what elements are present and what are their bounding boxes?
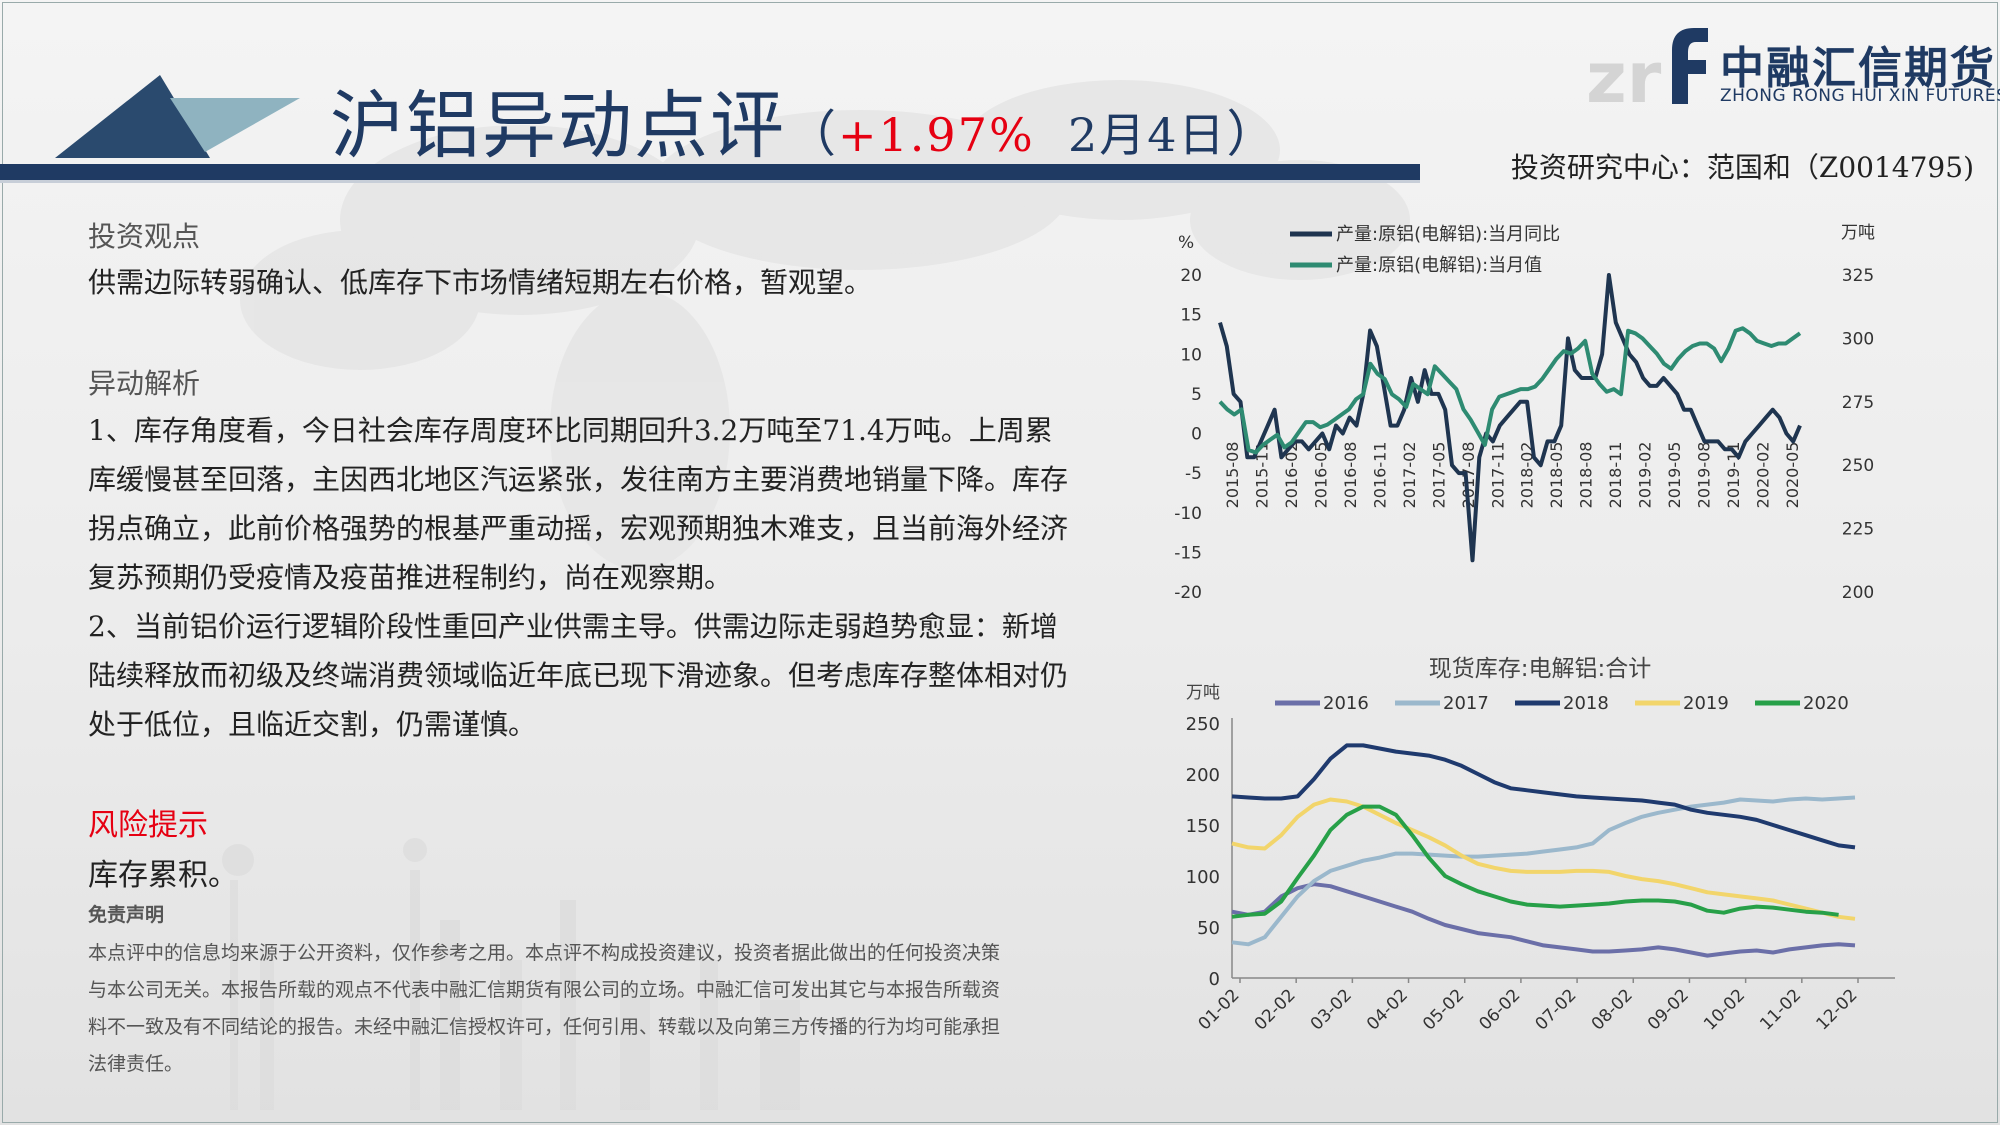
chart1-right-tick-label: 300 (1842, 329, 1874, 349)
chart2-x-tick-label: 09-02 (1644, 985, 1693, 1034)
chart1-series-line (1218, 326, 1802, 455)
chart1-right-unit: 万吨 (1841, 223, 1875, 243)
chart1-x-tick-label: 2018-05 (1547, 442, 1566, 509)
chart1-right-tick-label: 200 (1842, 583, 1874, 603)
chart2-series-line (1231, 797, 1856, 921)
chart1-x-tick-label: 2019-08 (1695, 442, 1714, 509)
header-bar (0, 164, 1420, 180)
chart2-y-tick-label: 200 (1186, 765, 1220, 786)
logo-chinese-name: 中融汇信期货 (1720, 43, 1996, 94)
header-bar-shadow (0, 180, 1420, 183)
chart1-series-line (1218, 273, 1802, 563)
chart1-x-tick-label: 2016-05 (1311, 442, 1330, 509)
title-close-paren: ） (1226, 105, 1279, 163)
analysis-heading: 异动解析 (88, 367, 201, 400)
title-date-text: 2月4日 (1067, 108, 1227, 162)
title-main: 沪铝异动点评 (330, 83, 786, 169)
chart1-right-tick-label: 325 (1842, 266, 1874, 286)
analysis-paragraph-2: 2、当前铝价运行逻辑阶段性重回产业供需主导。供需边际走弱趋势愈显：新增陆续释放而… (88, 610, 1069, 741)
chart2-legend-label: 2017 (1443, 693, 1489, 714)
chart1-x-tick-label: 2016-08 (1341, 442, 1360, 509)
chart2-series-line (1231, 804, 1839, 919)
risk-text: 库存累积。 (88, 858, 238, 893)
disclaimer-heading: 免责声明 (88, 904, 165, 926)
header-triangles (55, 75, 300, 158)
chart1-x-tick-label: 2018-02 (1518, 442, 1537, 509)
production-chart: % 万吨 -20 -15 -10 -5 0 5 10 15 20 200 225 250 275 300 325… (1174, 223, 1875, 603)
chart2-series-line (1231, 795, 1856, 947)
chart1-left-tick-label: 0 (1191, 425, 1202, 445)
chart1-left-tick-label: 15 (1180, 306, 1202, 326)
chart2-series-line (1231, 743, 1856, 850)
chart1-left-tick-label: 10 (1180, 345, 1202, 365)
author-credit: 投资研究中心：范国和（Z0014795) (1510, 151, 1974, 184)
chart2-title: 现货库存:电解铝:合计 (1429, 656, 1652, 682)
chart1-x-tick-label: 2020-05 (1783, 442, 1802, 509)
chart1-right-tick-label: 225 (1842, 520, 1874, 540)
title-percent-change: +1.97% (838, 108, 1035, 162)
chart1-legend-label: 产量:原铝(电解铝):当月值 (1336, 255, 1542, 276)
chart1-x-tick-label: 2015-11 (1252, 442, 1271, 509)
logo-english-name: ZHONG RONG HUI XIN FUTURES (1720, 86, 2000, 106)
chart2-y-tick-label: 150 (1186, 816, 1220, 837)
chart1-x-tick-label: 2016-11 (1370, 442, 1389, 509)
chart1-x-tick-label: 2018-11 (1606, 442, 1625, 509)
chart1-x-tick-label: 2015-08 (1223, 442, 1242, 509)
chart1-x-tick-label: 2020-02 (1754, 442, 1773, 509)
chart2-legend-label: 2020 (1803, 693, 1849, 714)
chart2-series-line (1231, 882, 1856, 958)
chart2-x-tick-label: 03-02 (1307, 985, 1356, 1034)
chart2-legend-label: 2019 (1683, 693, 1729, 714)
view-heading: 投资观点 (88, 220, 201, 253)
chart2-x-tick-label: 10-02 (1700, 985, 1749, 1034)
chart2-y-tick-label: 0 (1209, 969, 1220, 990)
chart1-left-tick-label: -15 (1174, 543, 1202, 563)
analysis-paragraph-1: 1、库存角度看，今日社会库存周度环比同期回升3.2万吨至71.4万吨。上周累库缓… (88, 414, 1069, 594)
title-open-paren: （ (786, 105, 838, 163)
chart1-x-tick-label: 2017-02 (1400, 442, 1419, 509)
chart2-x-tick-label: 06-02 (1475, 985, 1524, 1034)
chart1-left-tick-label: -5 (1185, 464, 1202, 484)
chart2-y-tick-label: 250 (1186, 714, 1220, 735)
chart2-x-tick-label: 08-02 (1588, 985, 1637, 1034)
chart1-left-unit: % (1178, 233, 1194, 253)
chart1-x-tick-label: 2016-02 (1282, 442, 1301, 509)
chart1-x-tick-label: 2017-05 (1429, 442, 1448, 509)
chart2-x-tick-label: 02-02 (1251, 985, 1300, 1034)
chart1-x-tick-label: 2019-02 (1636, 442, 1655, 509)
title-date: 2月4日 (1035, 108, 1227, 162)
chart2-legend-label: 2018 (1563, 693, 1609, 714)
disclaimer-text: 本点评中的信息均来源于公开资料，仅作参考之用。本点评不构成投资建议，投资者据此做… (88, 942, 1001, 1075)
chart2-x-tick-label: 07-02 (1532, 985, 1581, 1034)
chart2-y-tick-label: 50 (1197, 918, 1220, 939)
svg-text:zr: zr (1586, 37, 1662, 110)
chart2-x-tick-label: 01-02 (1194, 985, 1243, 1034)
chart2-x-tick-label: 05-02 (1419, 985, 1468, 1034)
chart1-left-tick-label: -10 (1174, 504, 1202, 524)
chart2-x-tick-label: 11-02 (1756, 985, 1805, 1034)
chart1-right-tick-label: 275 (1842, 393, 1874, 413)
chart1-left-tick-label: 20 (1180, 266, 1202, 286)
chart2-x-tick-label: 04-02 (1363, 985, 1412, 1034)
risk-heading: 风险提示 (88, 808, 208, 843)
chart2-y-unit: 万吨 (1186, 683, 1220, 703)
chart2-legend-label: 2016 (1323, 693, 1369, 714)
chart1-x-tick-label: 2018-08 (1577, 442, 1596, 509)
chart1-left-tick-label: -20 (1174, 583, 1202, 603)
view-text: 供需边际转弱确认、低库存下市场情绪短期左右价格，暂观望。 (88, 266, 873, 299)
chart1-legend-label: 产量:原铝(电解铝):当月同比 (1336, 224, 1560, 245)
chart1-x-tick-label: 2019-05 (1665, 442, 1684, 509)
chart1-x-tick-label: 2017-08 (1459, 442, 1478, 509)
page-title: 沪铝异动点评（+1.97% 2月4日） (330, 66, 1278, 173)
chart2-x-tick-label: 12-02 (1812, 985, 1861, 1034)
chart1-left-tick-label: 5 (1191, 385, 1202, 405)
chart1-right-tick-label: 250 (1842, 456, 1874, 476)
chart2-y-tick-label: 100 (1186, 867, 1220, 888)
chart1-x-tick-label: 2017-11 (1488, 442, 1507, 509)
company-logo: zr 中融汇信期货 ZHONG RONG HUI XIN FUTURES (1580, 20, 2000, 110)
logo-zrf-icon: zr (1586, 28, 1708, 110)
